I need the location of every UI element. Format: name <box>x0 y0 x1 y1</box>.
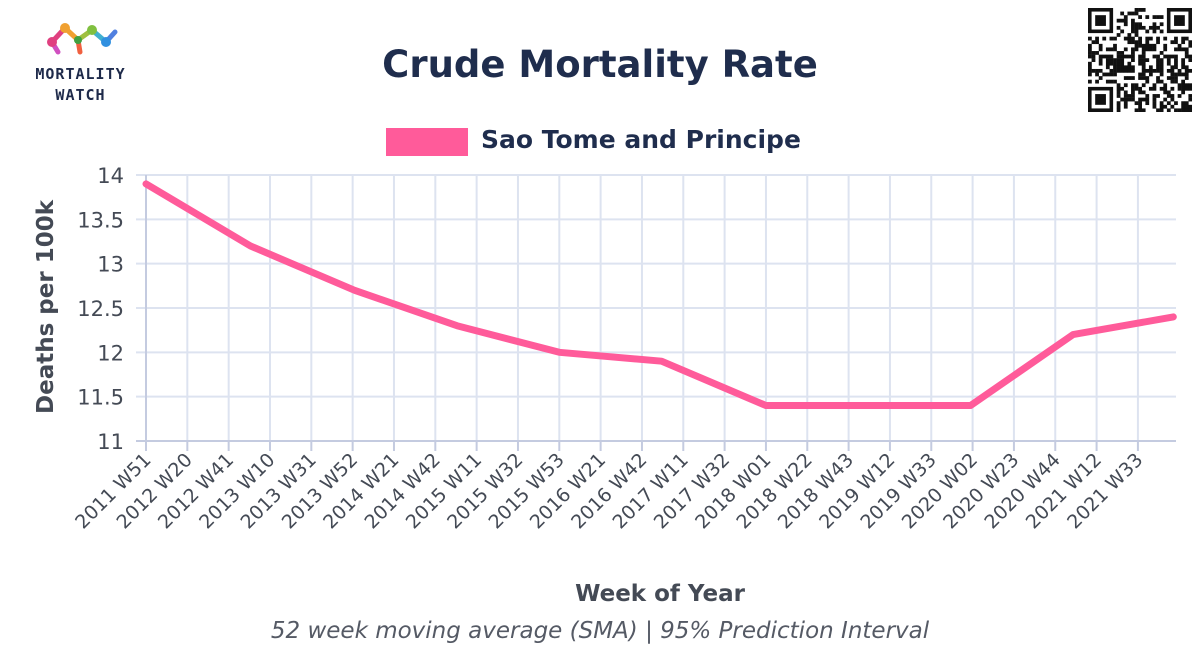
y-tick-label: 11.5 <box>77 386 124 410</box>
series-line-sao-tome <box>142 180 1177 409</box>
legend-swatch <box>386 128 468 156</box>
logo-line1: MORTALITY <box>35 65 126 83</box>
y-tick-label: 11 <box>97 430 124 454</box>
chart-title: Crude Mortality Rate <box>382 43 818 86</box>
y-tick-label: 13 <box>97 253 124 277</box>
mortality-watch-logo: MORTALITY WATCH <box>18 20 143 110</box>
x-axis-label: Week of Year <box>575 581 746 607</box>
chart-subtitle: 52 week moving average (SMA) | 95% Predi… <box>271 618 930 644</box>
y-axis-label: Deaths per 100k <box>33 199 59 414</box>
y-tick-label: 13.5 <box>77 208 124 232</box>
y-tick-label: 12 <box>97 341 124 365</box>
logo-line2: WATCH <box>55 86 106 104</box>
legend-label: Sao Tome and Principe <box>481 125 801 154</box>
y-tick-label: 12.5 <box>77 297 124 321</box>
molecule-logo-icon <box>47 23 118 55</box>
qr-code-icon <box>1088 8 1192 112</box>
legend: Sao Tome and Principe <box>386 125 801 156</box>
y-tick-label: 14 <box>97 164 124 188</box>
